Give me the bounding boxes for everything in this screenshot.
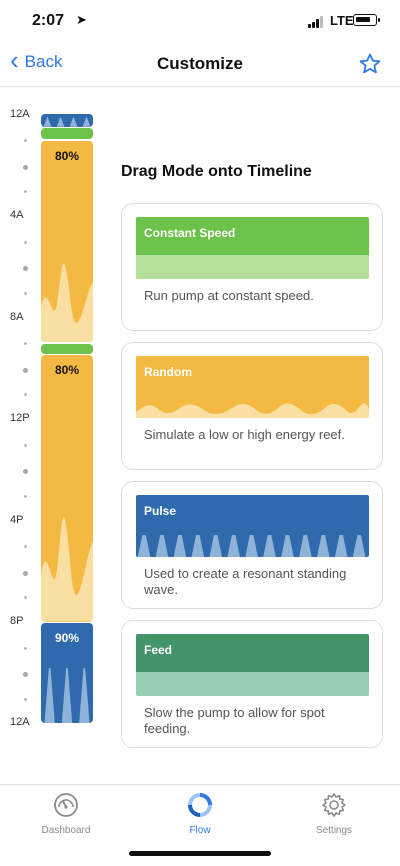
mode-name: Random (144, 365, 192, 379)
timeline-segment-pulse[interactable]: 90% (41, 622, 93, 723)
mode-description: Simulate a low or high energy reef. (144, 427, 345, 442)
mode-swatch-pulse: Pulse (136, 495, 369, 557)
axis-tick (24, 291, 27, 295)
axis-tick (24, 393, 27, 397)
axis-tick (24, 494, 27, 498)
tab-label: Settings (315, 825, 353, 836)
tab-flow[interactable]: Flow (145, 791, 255, 836)
axis-tick (24, 190, 27, 194)
segment-wave-graphic (44, 667, 90, 723)
segment-wave-graphic (41, 263, 93, 343)
axis-tick (24, 596, 27, 600)
axis-tick (23, 164, 28, 170)
status-time: 2:07 (32, 12, 65, 29)
hour-label: 4P (10, 514, 24, 526)
mode-swatch-random: Random (136, 356, 369, 418)
flow-ring-icon (188, 793, 212, 817)
chevron-left-icon: ‹ (10, 45, 19, 75)
segment-wave-graphic (41, 128, 93, 139)
segment-wave-graphic (41, 116, 93, 127)
pulse-wave-graphic (136, 535, 369, 557)
axis-tick (24, 342, 27, 346)
axis-tick (23, 469, 28, 475)
hour-label: 4A (10, 209, 24, 221)
timeline-axis: 12A 4A 8A 12P 4P 8P 12A (0, 106, 38, 728)
segment-intensity-label: 80% (54, 363, 80, 378)
axis-tick (23, 266, 28, 272)
mode-swatch-constant-speed: Constant Speed (136, 217, 369, 279)
timeline-segment-pulse[interactable] (41, 114, 93, 127)
back-label: Back (24, 52, 63, 71)
gauge-icon (54, 793, 78, 817)
segment-intensity-label: 90% (54, 630, 80, 645)
axis-tick (24, 139, 27, 143)
mode-swatch-feed: Feed (136, 634, 369, 696)
axis-tick (23, 367, 28, 373)
mode-name: Feed (144, 643, 173, 657)
star-icon[interactable] (358, 52, 382, 76)
mode-card-pulse[interactable]: Pulse Used to create a resonant standing… (121, 481, 383, 609)
axis-tick (24, 545, 27, 549)
battery-icon (353, 14, 380, 26)
timeline[interactable]: 80% 80% 90% (41, 114, 93, 723)
timeline-segment-constant-speed[interactable] (41, 343, 93, 354)
network-type: LTE (330, 13, 354, 28)
timeline-segment-random[interactable]: 80% (41, 355, 93, 622)
random-wave-graphic (136, 403, 369, 418)
page-title: Customize (157, 54, 243, 73)
segment-wave-graphic (41, 517, 93, 622)
mode-name: Constant Speed (144, 226, 236, 240)
hour-label: 8P (10, 615, 24, 627)
timeline-segment-constant-speed[interactable] (41, 127, 93, 140)
hour-label: 12A (10, 716, 30, 728)
location-arrow-icon: ➤ (76, 12, 87, 27)
axis-tick (24, 443, 27, 447)
mode-card-constant-speed[interactable]: Constant Speed Run pump at constant spee… (121, 203, 383, 331)
mode-name: Pulse (144, 504, 177, 518)
tab-settings[interactable]: Settings (279, 791, 389, 836)
tab-label: Dashboard (41, 825, 91, 836)
home-indicator (129, 851, 271, 856)
tab-label: Flow (189, 825, 211, 836)
axis-tick (24, 240, 27, 244)
mode-description: Used to create a resonant standing wave. (144, 566, 347, 597)
axis-tick (24, 646, 27, 650)
hour-label: 12P (10, 412, 30, 424)
instruction-heading: Drag Mode onto Timeline (121, 163, 312, 180)
back-button[interactable]: ‹ Back (10, 45, 63, 75)
mode-description: Slow the pump to allow for spot feeding. (144, 705, 325, 736)
axis-tick (23, 672, 28, 678)
timeline-segment-random[interactable]: 80% (41, 140, 93, 343)
tab-dashboard[interactable]: Dashboard (11, 791, 121, 836)
status-bar: 2:07 ➤ LTE (0, 0, 400, 44)
segment-wave-graphic (41, 344, 93, 354)
axis-tick (24, 697, 27, 701)
mode-card-feed[interactable]: Feed Slow the pump to allow for spot fee… (121, 620, 383, 748)
gear-icon (322, 793, 346, 817)
mode-description: Run pump at constant speed. (144, 288, 314, 303)
segment-intensity-label: 80% (54, 148, 80, 163)
hour-label: 8A (10, 311, 24, 323)
hour-label: 12A (10, 108, 30, 120)
navigation-bar: ‹ Back Customize (0, 44, 400, 87)
signal-icon (308, 16, 326, 28)
mode-card-random[interactable]: Random Simulate a low or high energy ree… (121, 342, 383, 470)
axis-tick (23, 570, 28, 576)
